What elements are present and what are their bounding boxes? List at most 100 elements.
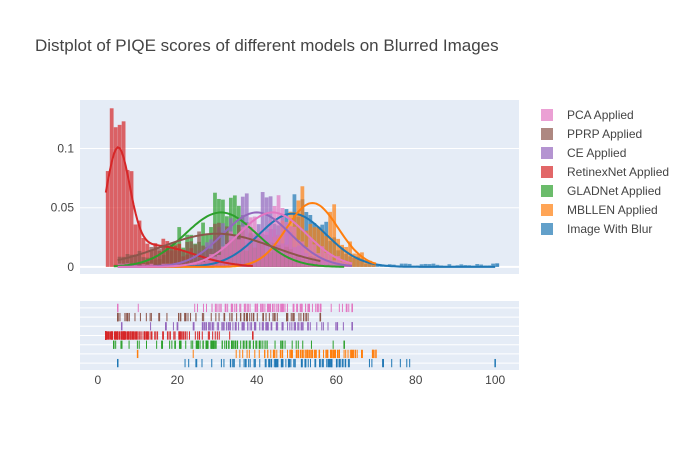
kde-curve-pprp-applied [117,232,321,262]
rug-plot-area: 0 20 40 60 80 100 [80,301,519,387]
legend-label: CE Applied [567,146,626,160]
histogram-bar [173,250,178,267]
histogram-bar [149,246,154,267]
x-tick-label: 20 [171,373,185,387]
histogram-bar [129,254,134,267]
histogram-bar [213,256,217,267]
x-tick-label: 100 [485,373,505,387]
kde-curve-gladnet-applied [113,211,345,268]
histogram-bar [129,171,134,267]
histogram-bar [125,169,130,267]
histogram-bar [399,263,404,267]
histogram-bar [332,204,337,267]
rug-pprp-applied [116,312,322,322]
histogram-bar [145,257,150,267]
rug-ce-applied [120,322,353,331]
histogram-bar [117,124,122,267]
x-tick-label: 80 [409,373,423,387]
histogram-bar [447,264,452,267]
legend-item-retinexnet-applied[interactable]: RetinexNet Applied [541,165,669,179]
legend-item-image-with-blur[interactable]: Image With Blur [541,222,652,236]
histogram-bar [201,222,205,267]
kde-curve-retinexnet-applied [104,146,253,267]
histogram-bar [296,200,301,267]
histogram-bar [435,264,440,267]
histogram-bar [495,263,500,267]
histogram-bar [161,245,166,267]
legend-item-pca-applied[interactable]: PCA Applied [541,108,634,122]
histogram-bar [475,264,480,267]
histogram-bar [252,216,257,267]
kde-curve-pca-applied [117,211,353,268]
legend-swatch [541,109,553,121]
x-tick-label: 60 [330,373,344,387]
histogram-bar [221,246,225,267]
histogram-bar [177,250,182,267]
histogram-bar [133,254,138,267]
histogram-bar [256,232,261,267]
histogram-bar [185,241,190,267]
x-tick-label: 0 [95,373,102,387]
histogram-bar [260,228,265,267]
rug-mbllen-applied [136,349,377,359]
histogram-bar [145,243,150,267]
histogram-bar [213,223,217,267]
legend-item-mbllen-applied[interactable]: MBLLEN Applied [541,203,658,217]
histogram-bar [121,121,126,267]
histogram-bar [236,239,241,267]
histogram-bar [431,263,436,267]
histogram-bar [344,247,348,267]
histogram-bar [276,195,281,267]
histogram-bar [320,246,325,267]
histogram-bar [316,226,321,267]
histogram-bar [197,231,201,267]
y-tick-label: 0 [67,260,74,274]
histogram-bar [181,249,186,267]
histogram-bar [272,205,277,267]
histogram-bar [240,226,245,267]
histogram-bar [356,254,360,267]
histogram-bar [228,231,233,267]
histogram-bar [232,235,237,267]
histogram-bar [407,263,412,267]
legend-item-gladnet-applied[interactable]: GLADNet Applied [541,184,661,198]
histogram-bar [419,264,424,267]
histogram-bar [157,248,162,267]
histogram-bar [284,221,289,267]
legend: PCA Applied PPRP Applied CE Applied Retinex… [541,108,669,236]
histogram-bar [137,220,142,267]
legend-label: MBLLEN Applied [567,203,658,217]
chart-title: Distplot of PIQE scores of different mod… [35,36,499,55]
rug-pca-applied [116,303,353,313]
rug-gladnet-applied [113,340,345,349]
histogram-bar [312,244,317,267]
legend-swatch [541,223,553,235]
histogram-bar [225,244,229,267]
histogram-bar [292,226,297,267]
histogram-bar [105,171,110,267]
histogram-bar [197,261,201,267]
histogram-bar [205,257,209,267]
histogram-bar [336,238,341,267]
y-tick-label: 0.1 [57,142,74,156]
histogram-bar [217,222,221,267]
histogram-bar [352,253,356,267]
legend-swatch [541,128,553,140]
y-tick-label: 0.05 [51,201,75,215]
histogram-bar [403,263,408,267]
legend-item-pprp-applied[interactable]: PPRP Applied [541,127,642,141]
legend-label: PCA Applied [567,108,634,122]
histogram-bar [300,186,305,267]
legend-swatch [541,166,553,178]
legend-swatch [541,204,553,216]
histogram-bar [117,256,122,267]
histogram-bar [149,263,154,267]
histogram-bar [133,224,138,267]
histogram-bar [479,264,484,267]
histogram-bar [336,256,341,267]
histogram-bar [491,263,495,267]
legend-item-ce-applied[interactable]: CE Applied [541,146,626,160]
histogram-bar [423,263,428,267]
